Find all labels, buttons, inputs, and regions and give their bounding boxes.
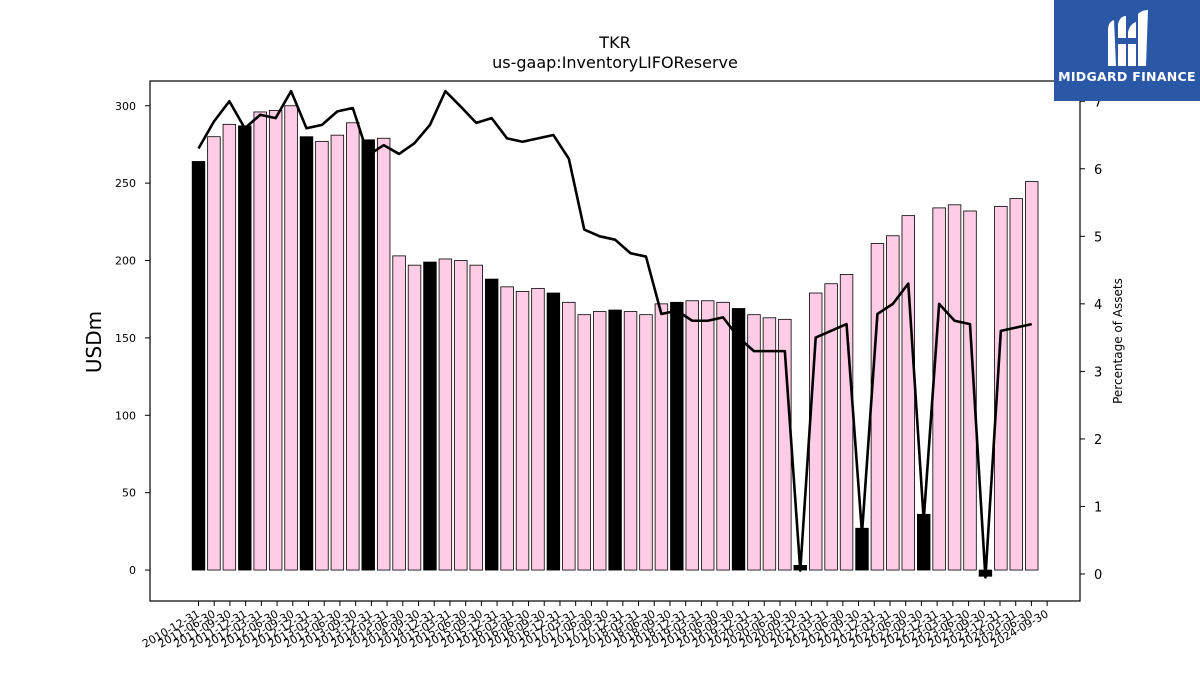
bar (824, 283, 838, 571)
y-tick-label: 100 (115, 409, 136, 422)
y2-tick-label: 0 (1094, 568, 1102, 583)
y-tick-label: 300 (115, 100, 136, 113)
midgard-logo-icon (1108, 10, 1148, 66)
bar (839, 274, 854, 571)
bar (562, 301, 576, 571)
plot-frame (149, 80, 1081, 602)
bar (870, 243, 885, 571)
y-axis: 0 50 100 150 200 250 300 (115, 100, 150, 577)
bar (268, 110, 283, 571)
y2-tick-label: 6 (1094, 163, 1102, 178)
bar (238, 125, 252, 571)
bar (315, 140, 329, 571)
bar (392, 255, 406, 571)
bar (284, 105, 298, 571)
bar (376, 137, 391, 571)
bar (454, 260, 468, 571)
y2-tick-label: 7 (1094, 95, 1102, 110)
y2-tick-label: 2 (1094, 433, 1102, 448)
y-axis-label: USDm (82, 311, 106, 373)
bar (685, 300, 699, 571)
brand-name: MIDGARD FINANCE (1058, 69, 1196, 84)
bar (886, 235, 900, 571)
bar (346, 122, 360, 571)
bar (1009, 198, 1023, 571)
brand-logo-box: MIDGARD FINANCE (1054, 0, 1200, 101)
bar (423, 261, 437, 571)
bar (608, 309, 622, 571)
x-axis: 2010-12-312011-06-302011-09-302011-12-31… (140, 601, 1051, 651)
bar (546, 292, 561, 571)
y2-tick-label: 3 (1094, 365, 1102, 380)
bar (531, 287, 545, 571)
bar (639, 314, 653, 571)
bar (762, 317, 777, 571)
y-tick-label: 0 (129, 564, 136, 577)
bar (577, 314, 591, 571)
bar (407, 264, 422, 571)
y2-tick-label: 1 (1094, 500, 1102, 515)
bar (747, 314, 761, 571)
bar (592, 311, 607, 571)
bar (222, 123, 237, 571)
y2-axis-label: Percentage of Assets (1111, 278, 1125, 404)
bar (1025, 181, 1039, 571)
y2-axis: 0 1 2 3 4 5 6 7 (1080, 95, 1102, 583)
percentage-line (197, 89, 1032, 579)
bar (700, 300, 715, 571)
bar (731, 308, 746, 571)
bar (994, 205, 1008, 571)
bar (469, 264, 483, 571)
y-tick-label: 50 (122, 487, 136, 500)
bar (253, 111, 267, 571)
y-tick-label: 150 (115, 332, 136, 345)
bar (330, 134, 345, 571)
bar (500, 286, 514, 571)
chart-title: TKR (598, 33, 630, 52)
bar (207, 136, 221, 571)
bar (716, 301, 730, 571)
bar (361, 139, 375, 571)
y-tick-label: 250 (115, 177, 136, 190)
bar (963, 210, 977, 571)
bar (623, 311, 638, 571)
bar (917, 513, 931, 571)
chart-subtitle: us-gaap:InventoryLIFOReserve (492, 53, 738, 72)
bar (654, 303, 669, 571)
bar (515, 291, 530, 571)
y2-tick-label: 4 (1094, 298, 1102, 313)
bar (670, 301, 684, 571)
bar (299, 136, 314, 571)
bar (947, 204, 962, 571)
y-tick-label: 200 (115, 255, 136, 268)
bar (901, 215, 915, 571)
bar (484, 278, 499, 571)
plot-area (191, 89, 1039, 579)
bar (438, 258, 453, 571)
bar (191, 161, 206, 571)
bar (932, 207, 946, 571)
y2-tick-label: 5 (1094, 230, 1102, 245)
